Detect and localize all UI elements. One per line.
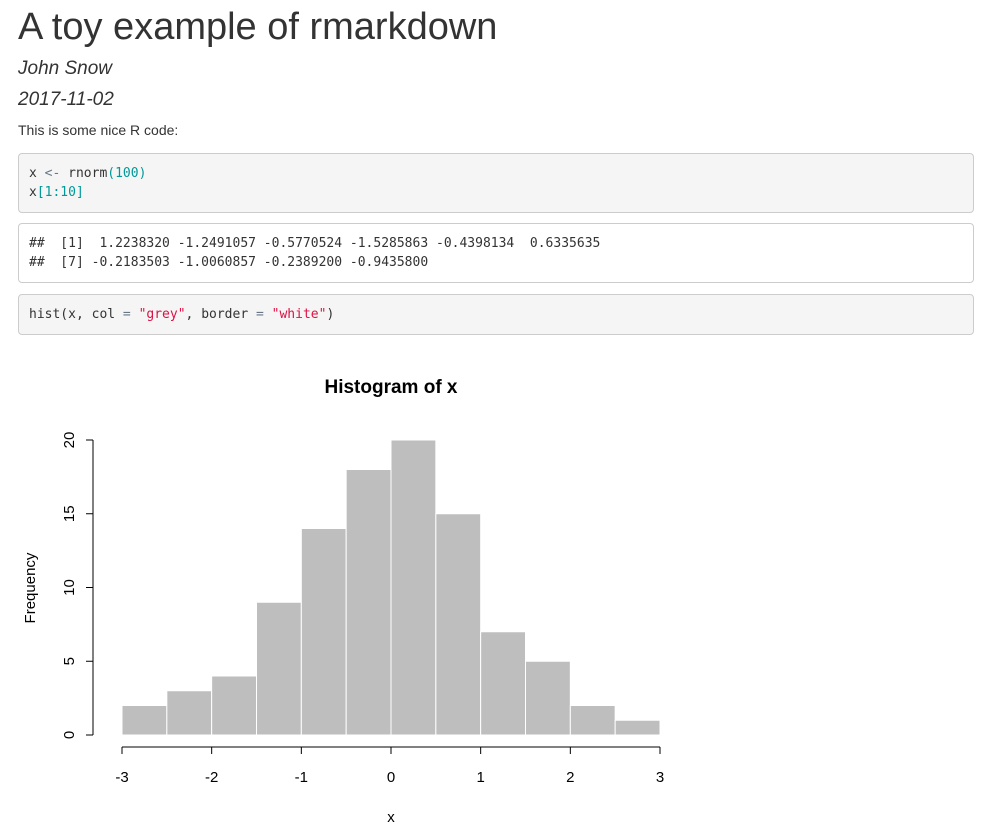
x-axis-label: x [387, 809, 395, 826]
y-tick-label: 10 [61, 579, 78, 596]
code-token: [1:10] [36, 185, 84, 200]
y-tick-label: 15 [61, 505, 78, 522]
x-tick-label: 3 [656, 769, 664, 786]
code-token: x [29, 166, 45, 181]
bar [300, 528, 347, 736]
code-token: = [256, 307, 264, 322]
code-token: x [29, 185, 37, 200]
date: 2017-11-02 [18, 89, 114, 110]
x-tick-label: 1 [476, 769, 484, 786]
code-token [131, 307, 139, 322]
code-block: hist(x, col = "grey", border = "white") [18, 294, 974, 335]
code-output: ## [1] 1.2238320 -1.2491057 -0.5770524 -… [18, 223, 974, 283]
y-axis-label: Frequency [22, 552, 39, 623]
code-token: hist(x, col [29, 307, 123, 322]
code-token: (100) [107, 166, 147, 181]
code-line: hist(x, col = "grey", border = "white") [29, 305, 963, 324]
x-tick-label: -1 [295, 769, 308, 786]
code-token [264, 307, 272, 322]
paragraph: This is some nice R code: [18, 122, 179, 138]
output-line: ## [1] 1.2238320 -1.2491057 -0.5770524 -… [29, 236, 601, 251]
code-token: rnorm [60, 166, 108, 181]
bar [121, 705, 168, 736]
x-tick-label: 2 [566, 769, 574, 786]
bar [211, 675, 258, 736]
bar [525, 660, 571, 736]
bar [256, 601, 302, 736]
code-token: , border [185, 307, 256, 322]
code-block: x <- rnorm(100) x[1:10] [18, 153, 974, 213]
code-token: ) [326, 307, 335, 322]
chart-title: Histogram of x [324, 377, 457, 398]
bar [480, 631, 526, 736]
bar [435, 513, 482, 736]
bar [569, 705, 616, 736]
author: John Snow [18, 58, 113, 79]
bar [614, 719, 661, 736]
x-tick-label: -2 [205, 769, 218, 786]
bar [390, 439, 437, 736]
code-token: = [122, 307, 131, 322]
code-token: "grey" [138, 307, 186, 322]
bar [166, 690, 213, 736]
title: A toy example of rmarkdown [18, 6, 498, 48]
x-tick-label: 0 [387, 769, 395, 786]
code-line: x[1:10] [29, 183, 963, 202]
x-tick-label: -3 [115, 769, 128, 786]
output-line: ## [7] -0.2183503 -1.0060857 -0.2389200 … [29, 255, 429, 270]
code-line: x <- rnorm(100) [29, 164, 963, 183]
bar [345, 469, 392, 736]
y-tick-label: 5 [61, 657, 78, 665]
y-tick-label: 20 [61, 432, 78, 449]
y-tick-label: 0 [61, 731, 78, 739]
code-token: <- [44, 166, 61, 181]
code-token: "white" [271, 307, 327, 322]
